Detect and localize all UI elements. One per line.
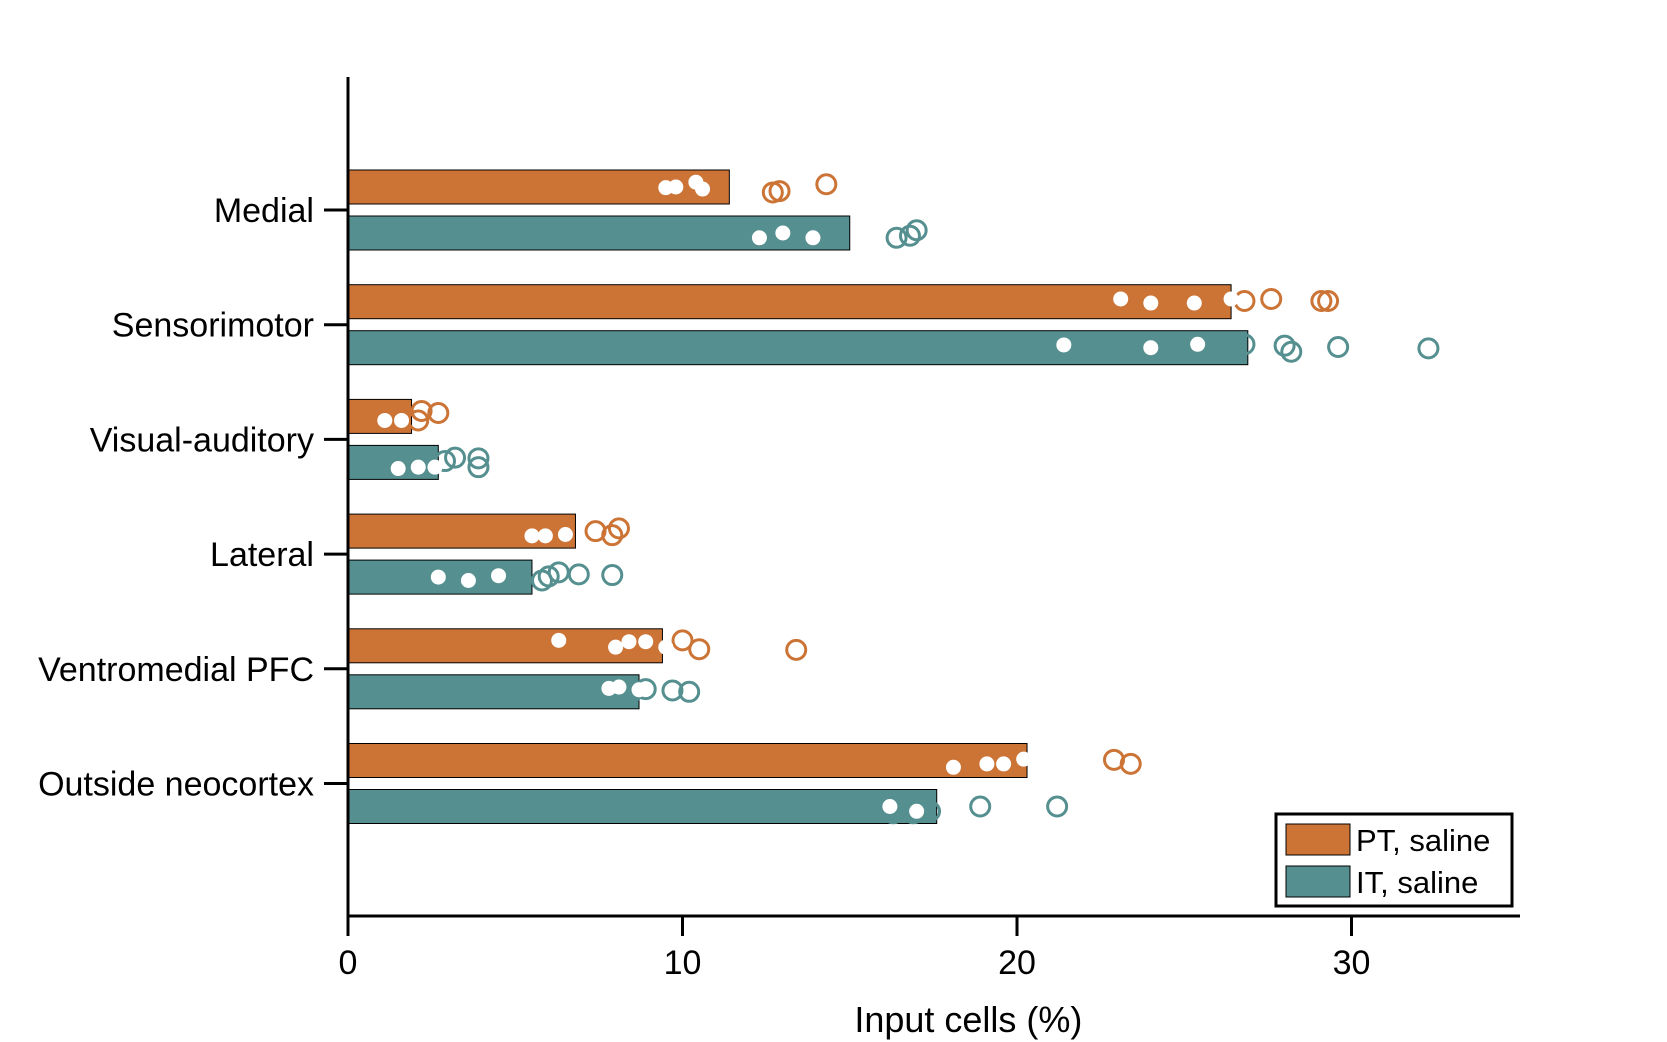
point-filled-pt-saline-outside-neocortex-2 — [996, 756, 1012, 772]
point-open-pt-saline-outside-neocortex-2 — [1119, 752, 1142, 775]
x-tick-label-20: 20 — [998, 944, 1036, 982]
point-open-pt-saline-sensorimotor-1 — [1260, 287, 1283, 310]
bar-it-saline-outside-neocortex — [347, 789, 938, 824]
point-open-pt-saline-medial-1 — [768, 180, 791, 203]
point-filled-pt-saline-ventromedial-pfc-3 — [638, 634, 654, 650]
point-filled-it-saline-ventromedial-pfc-2 — [631, 682, 647, 698]
point-open-it-saline-sensorimotor-0 — [1233, 333, 1256, 356]
point-open-it-saline-lateral-4 — [601, 564, 624, 587]
point-filled-it-saline-visual-auditory-1 — [410, 459, 426, 475]
point-filled-pt-saline-lateral-2 — [557, 527, 573, 542]
point-open-pt-saline-sensorimotor-3 — [1317, 290, 1340, 313]
category-label-ventromedial-pfc: Ventromedial PFC — [38, 651, 314, 689]
point-filled-pt-saline-sensorimotor-1 — [1143, 295, 1159, 311]
bar-pt-saline-sensorimotor — [347, 284, 1232, 320]
category-label-visual-auditory: Visual-auditory — [90, 421, 314, 459]
point-open-it-saline-lateral-3 — [567, 563, 590, 586]
point-open-it-saline-sensorimotor-4 — [1417, 337, 1440, 360]
point-filled-pt-saline-ventromedial-pfc-1 — [608, 639, 624, 655]
point-open-it-saline-lateral-1 — [537, 565, 560, 588]
point-filled-it-saline-medial-1 — [775, 225, 791, 241]
point-open-it-saline-medial-3 — [905, 219, 928, 242]
legend: PT, saline IT, saline — [1274, 812, 1514, 908]
legend-swatch-pt-saline — [1285, 823, 1351, 856]
bar-it-saline-sensorimotor — [347, 330, 1249, 366]
point-filled-pt-saline-lateral-1 — [537, 528, 553, 544]
point-open-pt-saline-ventromedial-pfc-1 — [688, 638, 711, 661]
point-filled-it-saline-lateral-0 — [430, 569, 446, 585]
point-open-pt-saline-medial-2 — [815, 173, 838, 196]
point-open-it-saline-sensorimotor-2 — [1280, 340, 1303, 363]
legend-swatch-it-saline — [1285, 865, 1351, 898]
point-filled-it-saline-medial-0 — [751, 230, 767, 246]
bar-it-saline-medial — [347, 215, 851, 251]
category-label-lateral: Lateral — [210, 536, 314, 574]
point-filled-it-saline-lateral-2 — [491, 568, 507, 584]
bars-group — [347, 169, 1249, 824]
point-open-pt-saline-ventromedial-pfc-2 — [785, 638, 808, 661]
x-tick-label-0: 0 — [339, 944, 358, 982]
x-tick-label-30: 30 — [1333, 944, 1371, 982]
point-open-it-saline-outside-neocortex-4 — [1046, 795, 1069, 818]
point-filled-it-saline-ventromedial-pfc-1 — [611, 679, 627, 695]
point-filled-it-saline-medial-2 — [805, 230, 821, 246]
point-open-it-saline-outside-neocortex-3 — [969, 795, 992, 818]
point-filled-pt-saline-outside-neocortex-1 — [979, 756, 995, 772]
point-filled-pt-saline-lateral-0 — [524, 528, 540, 544]
point-filled-it-saline-visual-auditory-0 — [390, 461, 406, 477]
point-filled-pt-saline-medial-3 — [695, 181, 711, 197]
point-open-pt-saline-lateral-1 — [601, 524, 624, 547]
x-axis-label: Input cells (%) — [854, 999, 1082, 1040]
point-open-pt-saline-ventromedial-pfc-0 — [671, 629, 694, 652]
point-filled-pt-saline-ventromedial-pfc-2 — [621, 634, 637, 650]
legend-label-pt-saline: PT, saline — [1356, 823, 1490, 858]
point-open-pt-saline-visual-auditory-2 — [410, 399, 433, 422]
point-open-it-saline-sensorimotor-1 — [1273, 334, 1296, 357]
x-tick-label-10: 10 — [664, 944, 702, 982]
legend-label-it-saline: IT, saline — [1356, 865, 1478, 900]
point-filled-it-saline-outside-neocortex-0 — [882, 799, 898, 814]
point-filled-pt-saline-ventromedial-pfc-0 — [551, 632, 567, 648]
point-open-pt-saline-lateral-2 — [607, 517, 630, 540]
point-open-it-saline-visual-auditory-3 — [467, 447, 490, 470]
point-open-it-saline-visual-auditory-4 — [467, 456, 490, 479]
point-filled-pt-saline-outside-neocortex-0 — [945, 759, 961, 775]
ticks-group: Medial Sensorimotor Visual-auditory Lateral… — [38, 192, 1370, 982]
point-open-it-saline-medial-1 — [885, 226, 908, 249]
point-open-it-saline-medial-2 — [898, 224, 921, 247]
point-open-it-saline-sensorimotor-3 — [1327, 336, 1350, 359]
point-open-pt-saline-sensorimotor-2 — [1310, 290, 1333, 313]
point-filled-it-saline-outside-neocortex-1 — [909, 803, 925, 819]
point-filled-pt-saline-sensorimotor-0 — [1113, 291, 1129, 307]
axes-group — [346, 77, 1520, 918]
category-label-medial: Medial — [214, 192, 314, 230]
point-filled-it-saline-sensorimotor-0 — [1056, 337, 1072, 353]
bar-pt-saline-outside-neocortex — [347, 743, 1028, 778]
point-filled-pt-saline-visual-auditory-0 — [377, 412, 393, 428]
category-label-outside-neocortex: Outside neocortex — [38, 766, 314, 804]
point-open-pt-saline-visual-auditory-3 — [427, 402, 450, 424]
point-filled-pt-saline-medial-1 — [668, 179, 684, 195]
point-filled-it-saline-lateral-1 — [460, 573, 476, 588]
point-open-it-saline-ventromedial-pfc-3 — [678, 680, 701, 703]
point-filled-pt-saline-sensorimotor-2 — [1186, 295, 1202, 311]
points-group — [377, 173, 1440, 825]
point-filled-pt-saline-ventromedial-pfc-4 — [658, 639, 674, 655]
point-filled-pt-saline-visual-auditory-1 — [394, 412, 410, 428]
point-filled-pt-saline-sensorimotor-3 — [1223, 291, 1239, 307]
bar-it-saline-ventromedial-pfc — [347, 674, 640, 710]
point-open-it-saline-ventromedial-pfc-2 — [661, 679, 684, 702]
point-filled-it-saline-sensorimotor-2 — [1190, 336, 1206, 352]
point-filled-it-saline-visual-auditory-2 — [427, 459, 443, 475]
point-open-it-saline-visual-auditory-2 — [444, 446, 467, 469]
category-label-sensorimotor: Sensorimotor — [112, 307, 314, 345]
point-filled-it-saline-sensorimotor-1 — [1143, 340, 1159, 356]
point-filled-pt-saline-outside-neocortex-3 — [1016, 751, 1032, 767]
